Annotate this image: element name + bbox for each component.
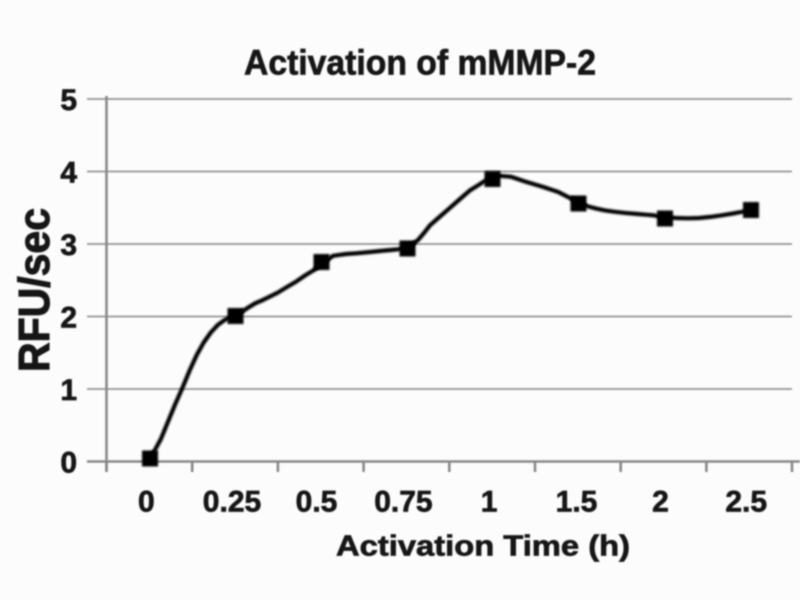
svg-text:Activation Time (h): Activation Time (h)	[336, 531, 630, 563]
svg-text:1: 1	[60, 374, 77, 407]
svg-text:0.75: 0.75	[374, 486, 432, 519]
svg-text:1: 1	[481, 486, 498, 519]
svg-text:0: 0	[138, 486, 155, 519]
svg-text:3: 3	[60, 229, 77, 262]
svg-text:Activation of mMMP-2: Activation of mMMP-2	[244, 44, 596, 83]
svg-text:0.25: 0.25	[203, 486, 261, 519]
svg-text:1.5: 1.5	[556, 486, 598, 519]
svg-text:0.5: 0.5	[296, 486, 338, 519]
svg-text:0: 0	[60, 447, 77, 480]
svg-text:4: 4	[60, 157, 77, 190]
svg-text:2: 2	[60, 302, 77, 335]
svg-text:5: 5	[60, 84, 77, 117]
svg-text:RFU/sec: RFU/sec	[10, 208, 59, 372]
svg-text:2: 2	[652, 486, 669, 519]
svg-text:2.5: 2.5	[725, 486, 767, 519]
